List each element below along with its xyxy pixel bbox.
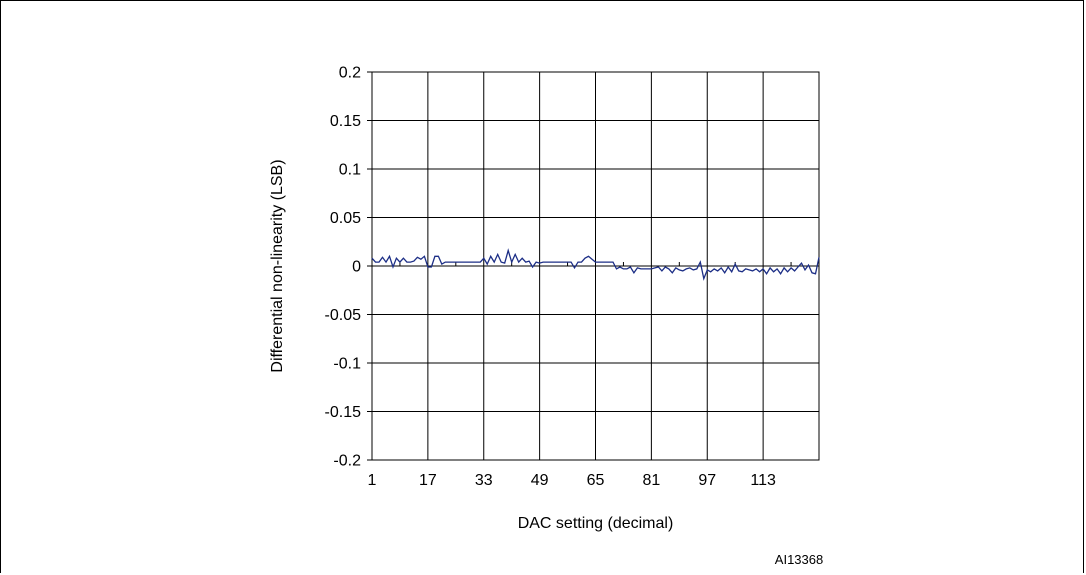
y-tick-label: 0.05 xyxy=(330,210,361,227)
y-tick-label: -0.15 xyxy=(325,404,362,421)
x-axis: 1 17 33 49 65 81 97 113 xyxy=(368,472,776,489)
dnl-series-line xyxy=(371,248,820,281)
x-tick-label: 17 xyxy=(419,472,437,489)
y-tick-label: -0.1 xyxy=(333,356,361,373)
y-tick-label: -0.2 xyxy=(333,453,361,470)
y-tick-label: -0.05 xyxy=(325,307,362,324)
figure-id-label: AI13368 xyxy=(775,552,823,567)
x-axis-title: DAC setting (decimal) xyxy=(518,515,674,532)
x-tick-label: 49 xyxy=(531,472,549,489)
y-tick-label: 0 xyxy=(352,259,361,276)
y-tick-label: 0.2 xyxy=(339,65,361,82)
y-tick-label: 0.15 xyxy=(330,113,361,130)
x-tick-label: 97 xyxy=(698,472,716,489)
y-axis-title: Differential non-linearity (LSB) xyxy=(269,159,286,372)
y-axis: 0.2 0.15 0.1 0.05 0 -0.05 -0.1 -0.15 -0.2 xyxy=(325,65,372,470)
x-tick-label: 81 xyxy=(642,472,660,489)
x-tick-label: 1 xyxy=(368,472,377,489)
x-tick-label: 65 xyxy=(587,472,605,489)
y-tick-label: 0.1 xyxy=(339,162,361,179)
x-tick-label: 113 xyxy=(750,472,776,489)
grid-lines xyxy=(371,71,819,461)
x-tick-label: 33 xyxy=(475,472,493,489)
